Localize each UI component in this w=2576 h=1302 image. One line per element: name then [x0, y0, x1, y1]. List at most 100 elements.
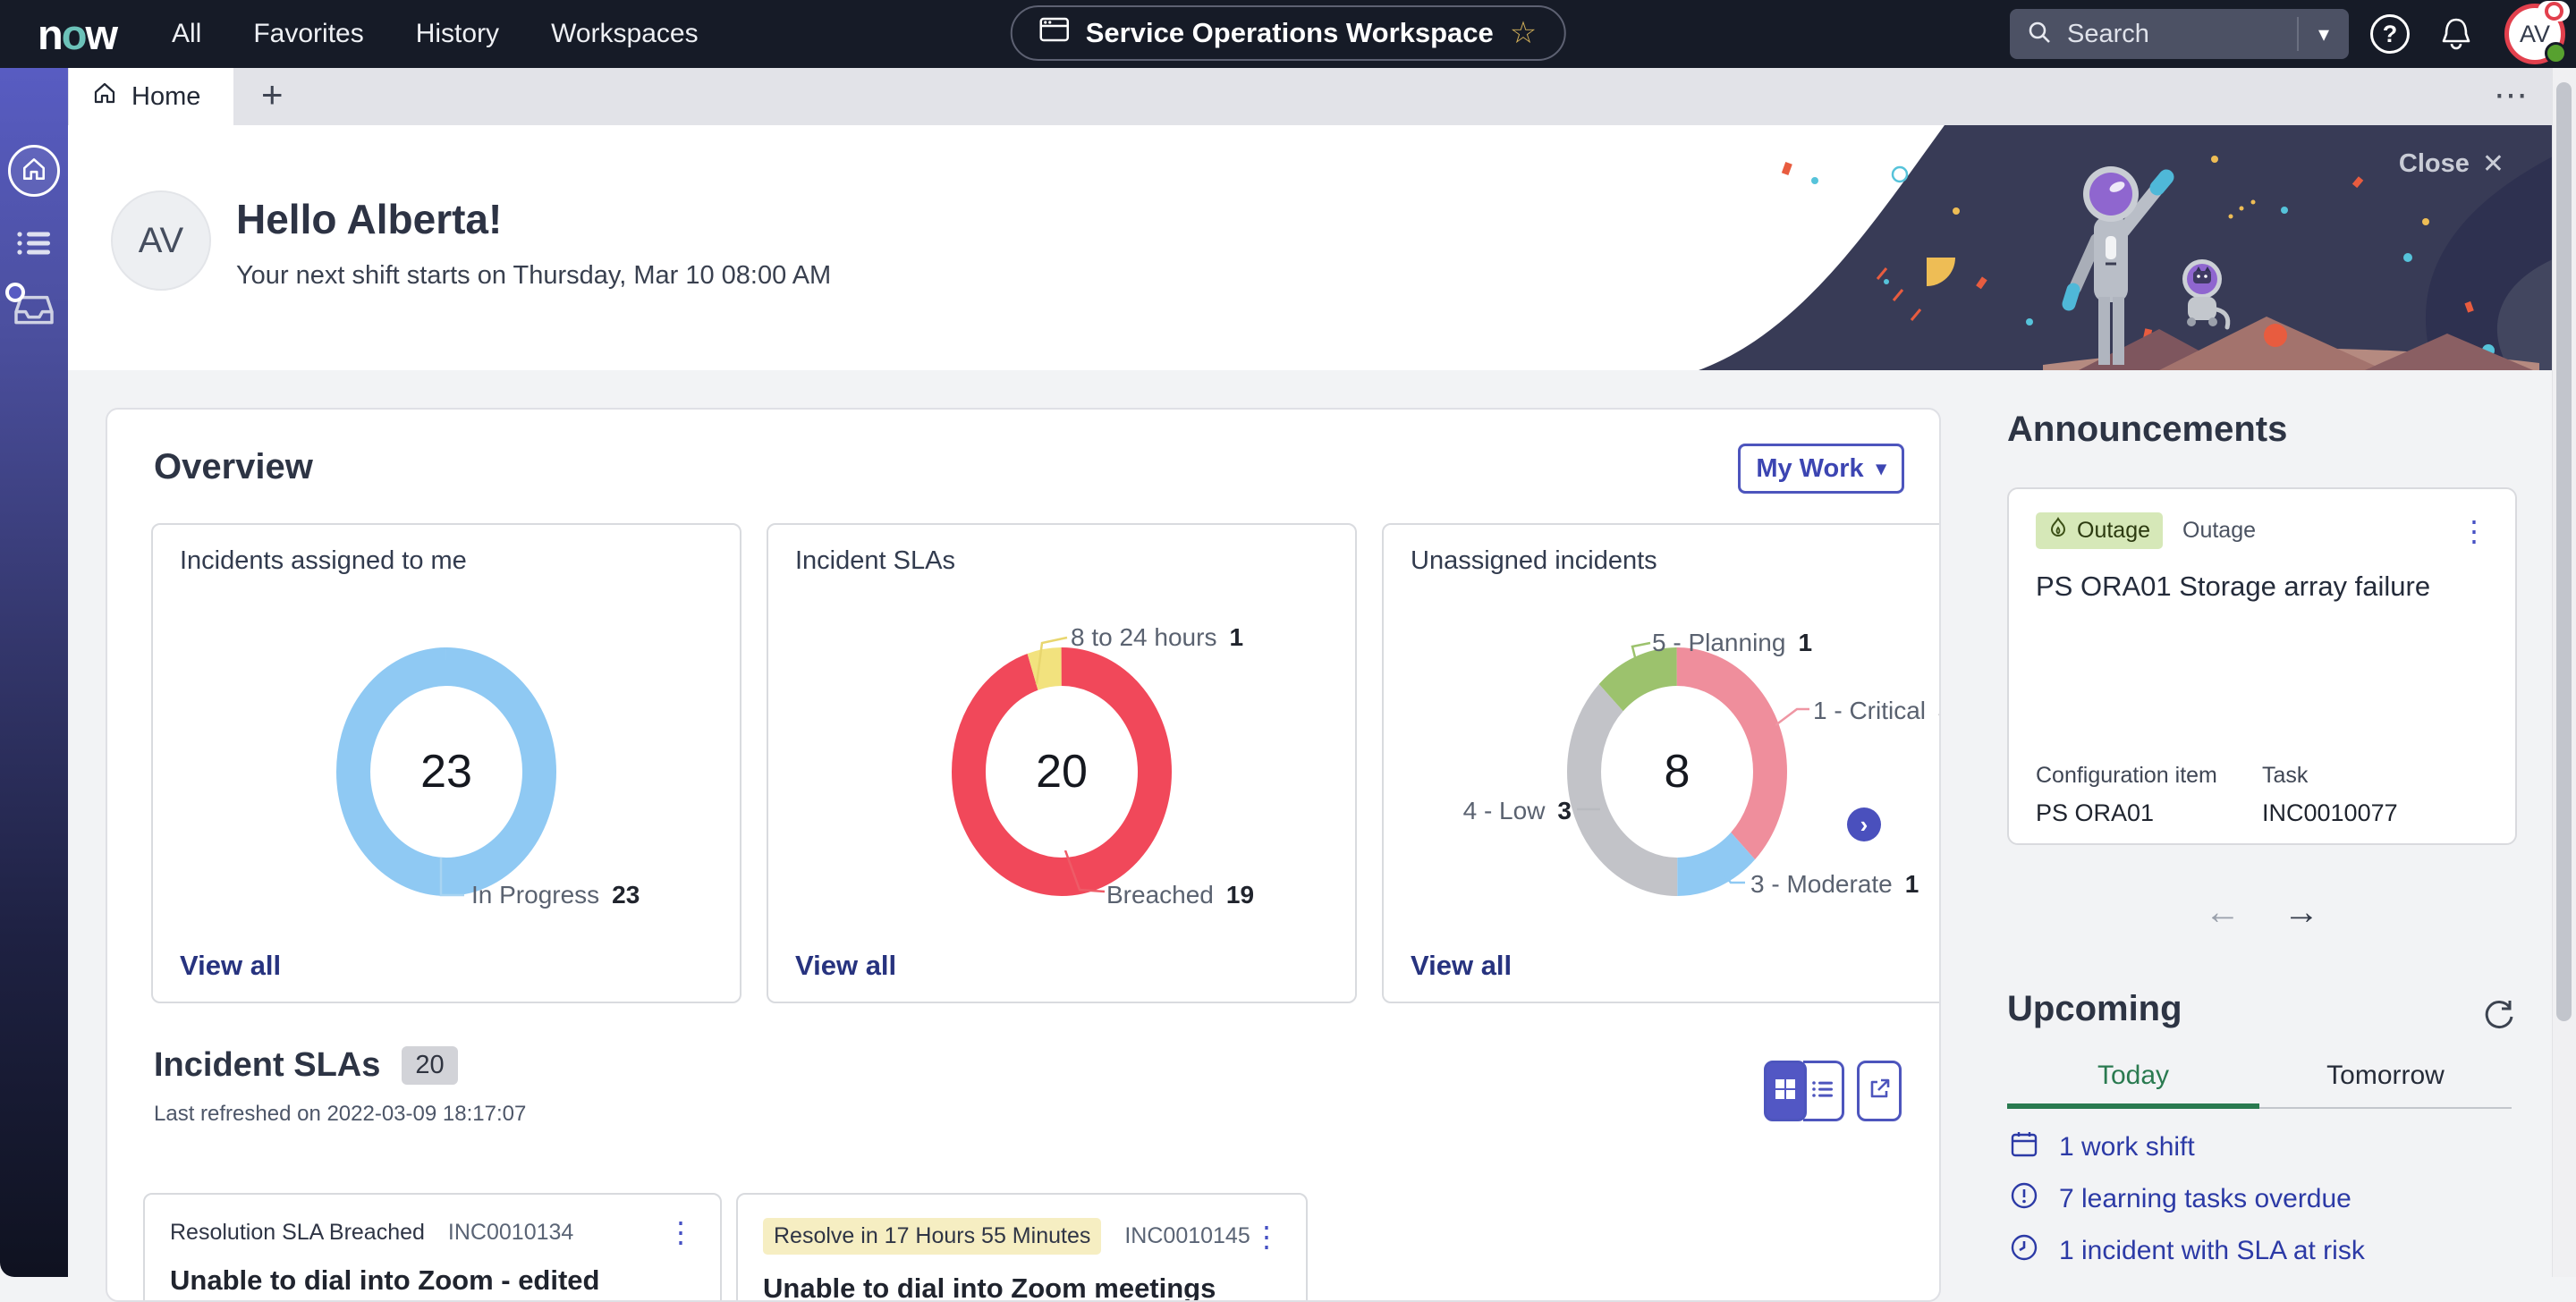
- card-incidents-assigned[interactable]: Incidents assigned to me 23 In Progress2…: [151, 523, 741, 1003]
- notifications-button[interactable]: [2436, 13, 2476, 55]
- grid-view-button[interactable]: [1764, 1061, 1807, 1121]
- sla-card[interactable]: Resolve in 17 Hours 55 Minutes INC001014…: [736, 1193, 1308, 1302]
- tab-home-label: Home: [131, 82, 200, 112]
- tab-overflow-menu[interactable]: ⋯: [2494, 75, 2528, 115]
- search-scope-dropdown[interactable]: ▾: [2299, 21, 2349, 47]
- upcoming-tabs: Today Tomorrow: [2007, 1053, 2512, 1109]
- tab-home[interactable]: Home: [69, 68, 233, 125]
- tab-strip: Home + ⋯: [68, 68, 2553, 125]
- grid-icon: [1774, 1078, 1797, 1105]
- sla-card[interactable]: Resolution SLA Breached INC0010134 ⋮ Una…: [143, 1193, 722, 1302]
- announcement-type: Outage: [2182, 518, 2256, 544]
- sidebar-home-button[interactable]: [8, 145, 60, 197]
- upcoming-title: Upcoming: [2007, 989, 2182, 1029]
- sidebar-inbox-button[interactable]: [13, 290, 55, 334]
- card-incident-slas[interactable]: Incident SLAs 20 8 to 24 hours1 Breached…: [767, 523, 1357, 1003]
- incident-number: INC0010145: [1124, 1223, 1250, 1249]
- segment-label: 8 to 24 hours1: [1071, 623, 1243, 652]
- inbox-status-dot: [5, 283, 25, 302]
- list-view-button[interactable]: [1803, 1061, 1844, 1121]
- view-all-link[interactable]: View all: [795, 950, 896, 982]
- card-title: Unassigned incidents: [1411, 546, 1657, 576]
- list-icon: [15, 248, 53, 263]
- my-work-dropdown[interactable]: My Work ▾: [1738, 444, 1904, 494]
- upcoming-item-sla-risk[interactable]: 1 incident with SLA at risk: [2009, 1225, 2519, 1277]
- card-title: Incidents assigned to me: [180, 546, 467, 576]
- close-banner-button[interactable]: Close✕: [2399, 148, 2504, 180]
- now-logo[interactable]: now: [38, 10, 116, 59]
- list-icon: [1811, 1078, 1835, 1104]
- bell-icon: [2436, 43, 2476, 58]
- upcoming-item-work-shift[interactable]: 1 work shift: [2009, 1121, 2519, 1173]
- kebab-menu-icon[interactable]: ⋮: [666, 1218, 695, 1247]
- tab-tomorrow[interactable]: Tomorrow: [2259, 1053, 2512, 1091]
- previous-arrow-icon[interactable]: ←: [2205, 892, 2241, 933]
- vertical-scrollbar[interactable]: [2552, 70, 2576, 1277]
- search-input[interactable]: [2065, 19, 2275, 50]
- outage-badge: Outage: [2036, 512, 2163, 549]
- search-icon: [2026, 19, 2053, 50]
- segment-label: Breached19: [1106, 881, 1254, 909]
- overview-panel: Overview My Work ▾ Incidents assigned to…: [106, 408, 1941, 1302]
- hero-avatar: AV: [111, 190, 211, 291]
- top-nav: now All Favorites History Workspaces Ser…: [0, 0, 2576, 68]
- next-arrow-icon[interactable]: →: [2284, 892, 2319, 933]
- home-icon: [21, 156, 47, 187]
- announcement-card[interactable]: Outage Outage ⋮ PS ORA01 Storage array f…: [2007, 487, 2517, 845]
- kebab-menu-icon[interactable]: ⋮: [1252, 1222, 1281, 1251]
- scrollbar-thumb[interactable]: [2556, 82, 2572, 1021]
- sla-card-header: Resolution SLA Breached INC0010134 ⋮: [170, 1218, 695, 1247]
- external-link-icon: [1867, 1077, 1892, 1106]
- sla-status-badge: Resolution SLA Breached: [170, 1220, 425, 1246]
- nav-item-all[interactable]: All: [172, 19, 201, 49]
- card-unassigned-incidents[interactable]: Unassigned incidents 8 5 - Planning1 1 -…: [1382, 523, 1941, 1003]
- inbox-icon: [13, 290, 55, 334]
- alert-circle-icon: [2009, 1180, 2039, 1218]
- favorite-star-icon[interactable]: ☆: [1510, 15, 1537, 51]
- sla-section-title: Incident SLAs: [154, 1046, 380, 1085]
- sla-countdown-badge: Resolve in 17 Hours 55 Minutes: [763, 1218, 1101, 1255]
- segment-label: 4 - Low3: [1437, 797, 1572, 825]
- carousel-next-button[interactable]: ›: [1847, 807, 1881, 841]
- sla-card-title: Unable to dial into Zoom - edited: [170, 1264, 695, 1297]
- announcements-title: Announcements: [2007, 410, 2287, 450]
- sidebar-lists-button[interactable]: [15, 227, 53, 264]
- calendar-icon: [2009, 1129, 2039, 1166]
- refresh-icon: [2479, 1024, 2521, 1039]
- overview-title: Overview: [154, 447, 313, 487]
- global-search[interactable]: ▾: [2010, 9, 2349, 59]
- inactive-tab-underline: [2259, 1107, 2512, 1109]
- upcoming-item-learning-tasks[interactable]: 7 learning tasks overdue: [2009, 1173, 2519, 1225]
- add-tab-button[interactable]: +: [261, 73, 284, 116]
- help-button[interactable]: ?: [2370, 14, 2410, 54]
- workspace-switcher[interactable]: Service Operations Workspace ☆: [1011, 5, 1566, 61]
- announcement-headline: PS ORA01 Storage array failure: [2036, 571, 2488, 603]
- tab-today[interactable]: Today: [2007, 1053, 2259, 1091]
- user-avatar[interactable]: AV: [2504, 4, 2565, 64]
- donut-total: 23: [153, 745, 740, 799]
- view-all-link[interactable]: View all: [180, 950, 281, 982]
- segment-label: 5 - Planning1: [1652, 629, 1812, 657]
- presence-indicator: [2545, 42, 2567, 64]
- open-in-new-button[interactable]: [1857, 1061, 1902, 1121]
- nav-item-history[interactable]: History: [416, 19, 499, 49]
- chevron-down-icon: ▾: [1877, 457, 1886, 480]
- nav-item-favorites[interactable]: Favorites: [253, 19, 363, 49]
- donut-total: 8: [1384, 745, 1941, 799]
- announcement-fields: Configuration item PS ORA01 Task INC0010…: [2036, 763, 2488, 827]
- segment-label: 1 - Critical3: [1813, 697, 1941, 725]
- segment-label: In Progress23: [471, 881, 640, 909]
- refresh-button[interactable]: [2479, 994, 2521, 1036]
- question-icon: ?: [2383, 21, 2398, 48]
- clock-icon: [2009, 1232, 2039, 1270]
- sla-count-badge: 20: [402, 1046, 457, 1085]
- chevron-right-icon: ›: [1860, 811, 1868, 839]
- nav-item-workspaces[interactable]: Workspaces: [551, 19, 699, 49]
- card-title: Incident SLAs: [795, 546, 955, 576]
- kebab-menu-icon[interactable]: ⋮: [2460, 517, 2488, 545]
- view-all-link[interactable]: View all: [1411, 950, 1512, 982]
- field-configuration-item: Configuration item PS ORA01: [2036, 763, 2262, 827]
- incident-number: INC0010134: [448, 1220, 573, 1246]
- last-refreshed-text: Last refreshed on 2022-03-09 18:17:07: [154, 1102, 526, 1127]
- active-tab-underline: [2007, 1103, 2259, 1109]
